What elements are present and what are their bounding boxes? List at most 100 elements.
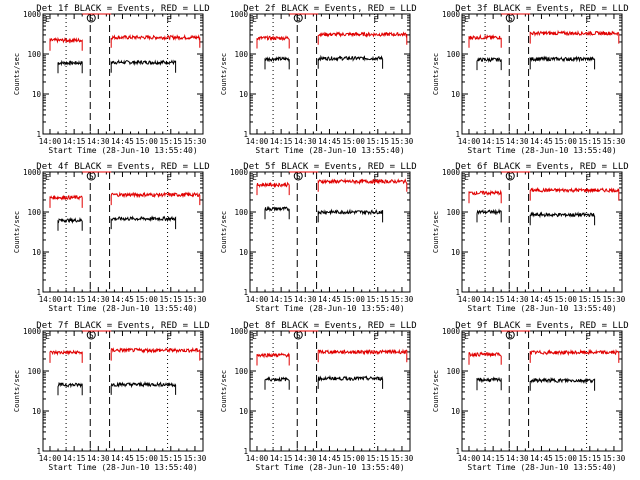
panel-title: Det 8f BLACK = Events, RED = LLD — [243, 321, 416, 331]
events-series-line — [529, 55, 596, 70]
x-tick-label: 15:30 — [603, 137, 626, 146]
marker-e: E — [252, 332, 257, 341]
lld-series-line — [256, 35, 290, 49]
marker-s: S — [296, 331, 301, 340]
x-tick-label: 15:15 — [366, 137, 389, 146]
y-tick-label: 100 — [27, 367, 41, 376]
lld-series-line — [49, 194, 83, 208]
y-tick-label: 10 — [451, 248, 461, 257]
lld-series-line — [110, 346, 201, 361]
y-tick-label: 1 — [455, 447, 460, 456]
y-tick-label: 1 — [36, 288, 41, 297]
x-tick-label: 15:15 — [159, 137, 182, 146]
lld-series-line — [529, 186, 620, 201]
x-axis-title: Start Time (28-Jun-10 13:55:40) — [255, 146, 404, 155]
events-series-line — [264, 56, 290, 70]
x-tick-label: 15:30 — [391, 454, 414, 463]
plot-frame — [42, 13, 204, 135]
x-axis-title: Start Time (28-Jun-10 13:55:40) — [255, 463, 404, 472]
x-tick-label: 14:15 — [270, 137, 293, 146]
x-tick-label: 14:45 — [530, 137, 553, 146]
x-axis-title: Start Time (28-Jun-10 13:55:40) — [48, 463, 197, 472]
lld-series-line — [468, 33, 502, 48]
plot-frame — [249, 171, 411, 293]
y-tick-label: 1000 — [442, 10, 461, 19]
y-tick-label: 100 — [234, 50, 248, 59]
lld-series-line — [49, 349, 83, 363]
marker-e: E — [167, 173, 172, 182]
marker-e: E — [586, 173, 591, 182]
x-tick-label: 14:00 — [39, 137, 62, 146]
lld-series-line — [256, 181, 290, 196]
y-axis-title: Counts/sec — [220, 370, 228, 412]
y-tick-label: 1 — [36, 130, 41, 139]
events-series-line — [264, 376, 290, 390]
x-tick-label: 15:30 — [184, 137, 207, 146]
y-tick-label: 10 — [239, 407, 249, 416]
events-series-line — [57, 59, 83, 74]
marker-s: S — [296, 14, 301, 23]
x-tick-label: 14:30 — [506, 295, 529, 304]
marker-s: S — [508, 172, 513, 181]
x-tick-label: 15:15 — [578, 454, 601, 463]
x-tick-label: 14:00 — [458, 454, 481, 463]
x-tick-label: 14:00 — [458, 295, 481, 304]
panel-det-2: Det 2f BLACK = Events, RED = LLD 1 10 100 10… — [220, 4, 417, 155]
y-tick-label: 10 — [32, 248, 42, 257]
y-tick-label: 100 — [446, 50, 460, 59]
events-series-line — [529, 376, 596, 391]
lld-series-line — [49, 36, 83, 51]
y-tick-label: 1 — [36, 447, 41, 456]
x-tick-label: 14:15 — [482, 295, 505, 304]
marker-s: S — [89, 172, 94, 181]
x-tick-label: 14:30 — [87, 454, 110, 463]
panel-title: Det 5f BLACK = Events, RED = LLD — [243, 162, 416, 172]
marker-e: E — [586, 15, 591, 24]
lld-series-line — [317, 177, 408, 192]
x-tick-label: 14:00 — [246, 454, 269, 463]
marker-s: S — [89, 14, 94, 23]
x-tick-label: 15:30 — [391, 295, 414, 304]
marker-e: E — [464, 173, 469, 182]
events-series-line — [317, 54, 384, 69]
x-tick-label: 14:45 — [530, 295, 553, 304]
x-tick-label: 14:00 — [39, 454, 62, 463]
x-tick-label: 15:15 — [159, 454, 182, 463]
lld-series-line — [468, 351, 502, 365]
plot-frame — [42, 171, 204, 293]
y-tick-label: 100 — [234, 208, 248, 217]
x-tick-label: 14:15 — [270, 454, 293, 463]
plot-frame — [42, 330, 204, 452]
x-tick-label: 15:00 — [342, 137, 365, 146]
marker-e: E — [252, 173, 257, 182]
y-tick-label: 1 — [455, 130, 460, 139]
events-series-line — [476, 376, 502, 391]
events-series-line — [476, 56, 502, 71]
x-tick-label: 15:30 — [603, 295, 626, 304]
x-tick-label: 14:45 — [318, 137, 341, 146]
x-tick-label: 15:30 — [184, 295, 207, 304]
x-tick-label: 14:15 — [63, 295, 86, 304]
events-series-line — [110, 59, 177, 73]
x-axis-title: Start Time (28-Jun-10 13:55:40) — [467, 304, 616, 313]
x-tick-label: 15:30 — [391, 137, 414, 146]
events-series-line — [264, 205, 290, 220]
y-tick-label: 10 — [32, 90, 42, 99]
x-tick-label: 15:15 — [578, 295, 601, 304]
x-tick-label: 14:15 — [63, 454, 86, 463]
x-tick-label: 15:15 — [366, 454, 389, 463]
events-series-line — [529, 211, 596, 226]
y-axis-title: Counts/sec — [220, 211, 228, 253]
panel-title: Det 1f BLACK = Events, RED = LLD — [36, 4, 209, 14]
y-tick-label: 1000 — [23, 327, 42, 336]
x-tick-label: 14:30 — [87, 295, 110, 304]
events-series-line — [57, 216, 83, 231]
y-tick-label: 100 — [27, 208, 41, 217]
lld-series-line — [256, 352, 290, 366]
x-tick-label: 14:30 — [506, 454, 529, 463]
y-tick-label: 1000 — [230, 327, 249, 336]
y-axis-title: Counts/sec — [432, 53, 440, 95]
x-tick-label: 15:15 — [366, 295, 389, 304]
lld-series-line — [529, 29, 620, 44]
panel-det-1: Det 1f BLACK = Events, RED = LLD 1 10 100 10… — [13, 4, 210, 155]
